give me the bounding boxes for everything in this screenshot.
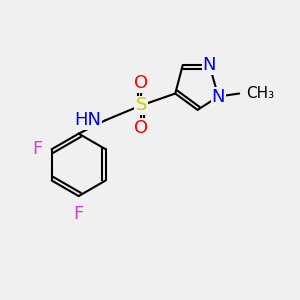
Text: S: S bbox=[135, 96, 147, 114]
Text: O: O bbox=[134, 74, 148, 92]
Text: CH₃: CH₃ bbox=[246, 86, 274, 101]
Text: F: F bbox=[32, 140, 43, 158]
Text: N: N bbox=[212, 88, 225, 106]
Text: HN: HN bbox=[74, 111, 101, 129]
Text: O: O bbox=[134, 119, 148, 137]
Text: F: F bbox=[74, 205, 84, 223]
Text: N: N bbox=[203, 56, 216, 74]
